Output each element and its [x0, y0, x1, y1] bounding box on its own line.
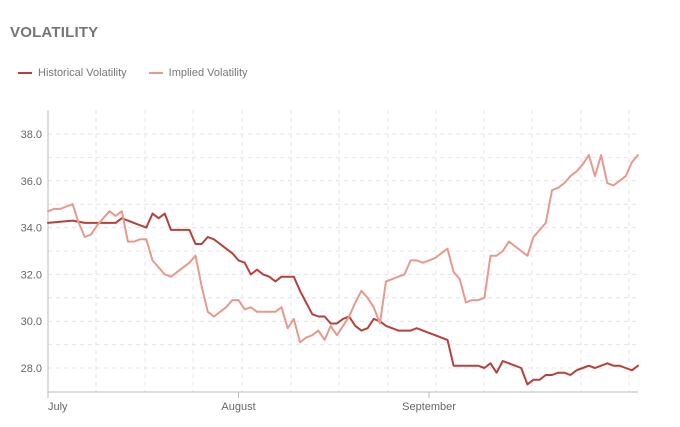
legend-label-implied: Implied Volatility	[168, 67, 248, 79]
legend-swatch-historical	[18, 72, 32, 74]
x-tick-label: September	[402, 401, 456, 413]
series-line-implied-volatility	[47, 154, 639, 344]
chart-title: VOLATILITY	[10, 24, 99, 41]
legend-label-historical: Historical Volatility	[38, 67, 127, 79]
y-tick-label: 30.0	[21, 316, 42, 328]
legend-item-historical[interactable]: Historical Volatility	[18, 67, 127, 79]
y-tick-label: 38.0	[21, 129, 42, 141]
series-line-historical-volatility	[47, 212, 639, 386]
legend-item-implied[interactable]: Implied Volatility	[148, 67, 248, 79]
y-tick-label: 28.0	[21, 363, 42, 375]
x-tick-label: August	[221, 401, 255, 413]
y-tick-label: 32.0	[21, 269, 42, 281]
legend-swatch-implied	[148, 72, 163, 74]
y-tick-label: 36.0	[21, 176, 42, 188]
legend: Historical Volatility Implied Volatility	[18, 67, 270, 79]
y-tick-label: 34.0	[21, 223, 42, 235]
x-tick-label: July	[48, 401, 68, 413]
